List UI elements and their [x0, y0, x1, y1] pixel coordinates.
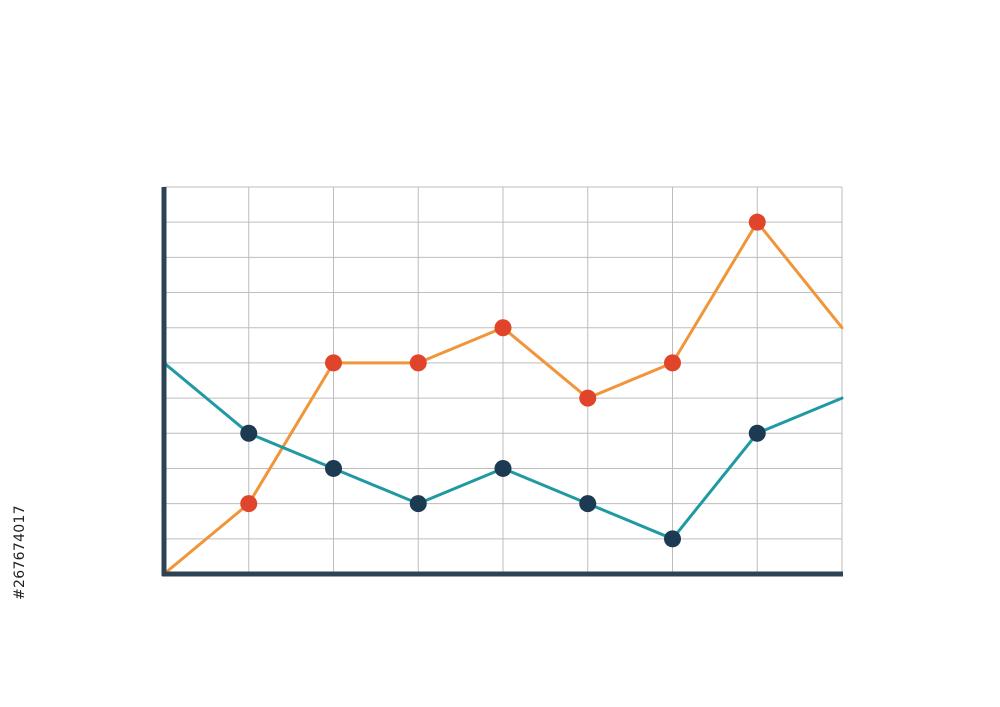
series-1-point	[240, 495, 258, 513]
series-1-point	[579, 389, 597, 407]
series-2-point	[325, 459, 342, 477]
series-2-point	[579, 495, 597, 513]
series-2-point	[664, 530, 681, 548]
series-markers	[240, 213, 766, 548]
chart-grid	[163, 186, 843, 575]
series-2-point	[494, 459, 512, 477]
series-1-point	[409, 354, 427, 372]
series-1-point	[748, 213, 766, 231]
series-1-point	[494, 319, 512, 337]
series-1-point	[325, 354, 342, 372]
stock-id-label: #267674017	[12, 505, 28, 600]
series-2-point	[409, 495, 427, 513]
series-2-point	[748, 424, 766, 442]
series-1-point	[664, 354, 681, 372]
chart-axes	[161, 187, 843, 577]
series-2-point	[240, 424, 258, 442]
